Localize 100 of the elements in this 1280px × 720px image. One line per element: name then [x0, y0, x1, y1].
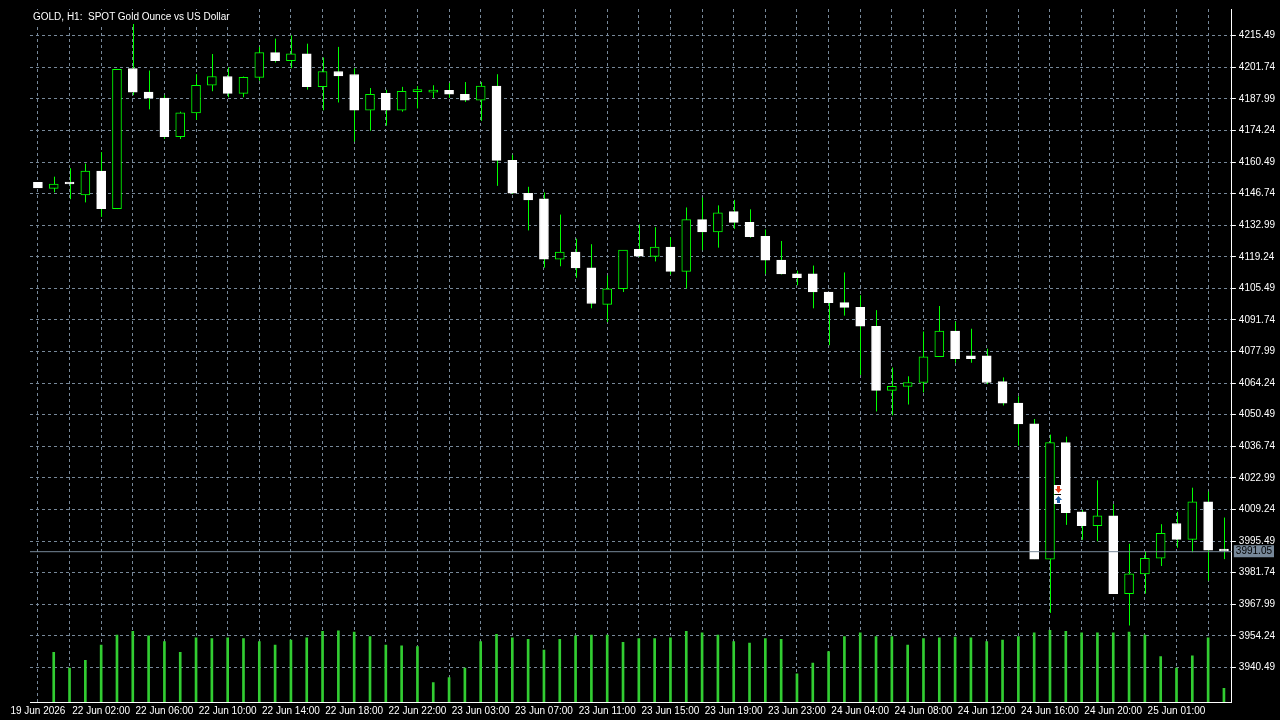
- candlestick: [412, 85, 423, 109]
- x-tick-label: 24 Jun 16:00: [1021, 704, 1080, 716]
- y-tick-label: 4105.49: [1238, 282, 1276, 294]
- bar: [147, 635, 150, 702]
- y-tick-label: 4077.99: [1238, 345, 1276, 357]
- bar: [937, 637, 941, 702]
- bar: [684, 631, 688, 702]
- candlestick: [760, 229, 771, 275]
- bar: [858, 632, 862, 702]
- candlestick: [997, 376, 1008, 406]
- candlestick: [460, 81, 470, 103]
- bar: [1159, 656, 1163, 702]
- bar: [1175, 667, 1178, 702]
- candlestick: [602, 274, 613, 323]
- bar: [163, 641, 166, 702]
- y-tick-label: 3967.99: [1238, 597, 1276, 609]
- y-tick-label: 4215.49: [1238, 29, 1276, 41]
- bar: [257, 641, 261, 702]
- bar: [352, 631, 356, 702]
- x-tick-label: 23 Jun 07:00: [515, 704, 574, 716]
- x-tick-label: 23 Jun 03:00: [451, 704, 511, 716]
- bar: [495, 633, 498, 702]
- y-tick-label: 4132.99: [1238, 218, 1276, 230]
- x-tick-label: 22 Jun 22:00: [388, 704, 447, 716]
- candlestick: [1124, 543, 1134, 627]
- ref-line-label: 3991.05: [1235, 544, 1273, 556]
- bar: [590, 634, 593, 702]
- candlestick: [333, 46, 344, 103]
- bar: [732, 641, 736, 702]
- x-tick-label: 22 Jun 14:00: [262, 704, 321, 716]
- bar: [1001, 639, 1004, 702]
- candlestick: [728, 199, 739, 230]
- y-tick-label: 3981.74: [1238, 566, 1276, 578]
- candlestick: [80, 163, 91, 203]
- x-tick-label: 19 Jun 2026: [10, 704, 66, 716]
- bar: [985, 641, 989, 702]
- candlestick: [523, 186, 533, 231]
- bar: [1111, 632, 1115, 702]
- y-tick-label: 4174.24: [1238, 124, 1276, 136]
- candlestick: [665, 236, 676, 276]
- candlestick: [475, 81, 486, 122]
- bar: [843, 636, 846, 702]
- bar: [574, 635, 577, 702]
- y-tick-label: 4146.74: [1238, 187, 1276, 199]
- bar: [416, 646, 419, 702]
- bar: [1096, 632, 1099, 702]
- bar: [84, 659, 87, 702]
- x-tick-label: 23 Jun 19:00: [704, 704, 764, 716]
- y-tick-label: 4091.74: [1238, 313, 1276, 325]
- candlestick: [365, 87, 375, 132]
- bar: [748, 642, 751, 702]
- bar: [68, 667, 71, 702]
- y-tick-label: 3995.49: [1238, 534, 1276, 546]
- bar: [827, 651, 830, 702]
- y-tick-label: 4009.24: [1238, 503, 1276, 515]
- bar: [337, 630, 340, 702]
- chart-title: GOLD, H1: SPOT Gold Ounce vs US Dollar: [33, 10, 231, 22]
- x-tick-label: 23 Jun 11:00: [578, 704, 637, 716]
- candlestick: [887, 367, 897, 416]
- x-tick-label: 23 Jun 23:00: [768, 704, 827, 716]
- bar: [906, 644, 909, 702]
- candlestick: [127, 21, 138, 96]
- candlestick: [839, 271, 850, 317]
- y-tick-label: 4201.74: [1238, 61, 1276, 72]
- candlestick: [776, 240, 786, 276]
- bar: [1017, 636, 1020, 702]
- candlestick: [634, 223, 644, 258]
- candlestick: [175, 111, 186, 140]
- x-tick-label: 22 Jun 06:00: [135, 704, 194, 716]
- candlestick: [270, 38, 280, 64]
- x-tick-label: 24 Jun 08:00: [894, 704, 953, 716]
- bar: [558, 639, 562, 702]
- bar: [1080, 632, 1083, 702]
- candlestick: [713, 204, 723, 249]
- x-tick-label: 22 Jun 18:00: [325, 704, 384, 716]
- candlestick: [1155, 523, 1166, 567]
- candlestick: [1092, 479, 1103, 542]
- bar: [479, 641, 483, 702]
- x-tick-label: 22 Jun 02:00: [72, 704, 131, 716]
- bar: [52, 651, 56, 702]
- y-tick-label: 4050.49: [1238, 408, 1276, 420]
- y-tick-label: 4187.99: [1238, 92, 1276, 104]
- y-tick-label: 4036.74: [1238, 440, 1276, 451]
- x-tick-label: 24 Jun 04:00: [831, 704, 890, 716]
- candlestick: [1076, 509, 1087, 541]
- candlestick: [207, 53, 217, 92]
- bar: [510, 637, 514, 702]
- y-tick-label: 4160.49: [1238, 155, 1276, 167]
- bar: [1064, 631, 1068, 702]
- x-tick-label: 22 Jun 10:00: [198, 704, 258, 716]
- candlestick: [902, 375, 913, 406]
- candlestick: [1171, 511, 1182, 549]
- y-tick-label: 3940.49: [1238, 661, 1276, 673]
- bar: [669, 637, 672, 702]
- candlestick: [380, 89, 391, 127]
- candlestick: [554, 214, 565, 267]
- candlestick: [649, 226, 660, 262]
- y-tick-label: 4022.99: [1238, 471, 1276, 483]
- y-tick-label: 4064.24: [1238, 376, 1276, 388]
- y-tick-label: 3954.24: [1238, 629, 1276, 641]
